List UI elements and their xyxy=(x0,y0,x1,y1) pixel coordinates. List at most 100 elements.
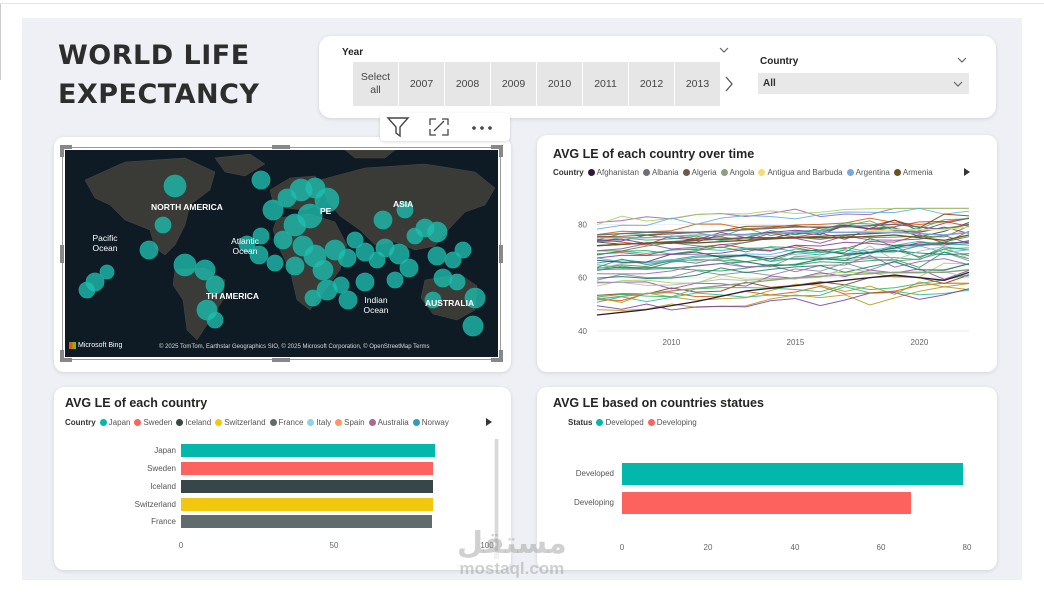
country-bubble[interactable] xyxy=(163,174,187,198)
scrollbar-thumb[interactable] xyxy=(495,439,498,551)
country-line[interactable] xyxy=(596,261,970,279)
legend-item[interactable]: Algeria xyxy=(682,168,717,177)
bar-switzerland[interactable] xyxy=(181,498,434,511)
country-line[interactable] xyxy=(596,254,970,275)
country-bubble[interactable] xyxy=(205,275,225,295)
country-bubble[interactable] xyxy=(238,235,256,253)
resize-handle[interactable] xyxy=(60,350,72,362)
country-line[interactable] xyxy=(596,286,970,303)
country-bubble[interactable] xyxy=(273,230,293,250)
series-line-armenia[interactable] xyxy=(596,234,970,247)
legend-item[interactable]: Sweden xyxy=(134,418,172,427)
country-line[interactable] xyxy=(596,207,970,230)
year-option-2011[interactable]: 2011 xyxy=(583,62,628,106)
country-line[interactable] xyxy=(596,286,970,311)
focus-mode-icon[interactable] xyxy=(428,117,450,137)
legend-item[interactable]: Armenia xyxy=(893,168,933,177)
bar-developed[interactable] xyxy=(622,463,963,485)
country-bubble[interactable] xyxy=(396,201,414,219)
country-bubble[interactable] xyxy=(249,245,269,265)
resize-handle[interactable] xyxy=(491,145,503,157)
country-line[interactable] xyxy=(596,288,970,311)
year-option-2013[interactable]: 2013 xyxy=(675,62,720,106)
country-dropdown[interactable]: All xyxy=(758,73,969,94)
bar-sweden[interactable] xyxy=(181,462,434,475)
country-bubble[interactable] xyxy=(262,199,284,221)
country-bubble[interactable] xyxy=(283,213,307,237)
resize-handle[interactable] xyxy=(60,145,72,157)
country-bubble[interactable] xyxy=(444,251,462,269)
resize-handle[interactable] xyxy=(272,358,290,362)
country-line[interactable] xyxy=(596,240,970,256)
legend-next-arrow-icon[interactable] xyxy=(485,417,493,427)
year-option-2008[interactable]: 2008 xyxy=(445,62,490,106)
year-option-2010[interactable]: 2010 xyxy=(537,62,582,106)
map-attribution[interactable]: © 2025 TomTom, Earthstar Geographics SIO… xyxy=(159,344,430,350)
country-bubble[interactable] xyxy=(337,248,357,268)
country-bubble[interactable] xyxy=(206,311,224,329)
country-bubble[interactable] xyxy=(426,221,448,243)
country-bubble[interactable] xyxy=(78,281,96,299)
country-bubble[interactable] xyxy=(338,290,358,310)
legend-item[interactable]: Iceland xyxy=(176,418,211,427)
resize-handle[interactable] xyxy=(60,245,64,263)
country-bubble[interactable] xyxy=(355,272,375,292)
legend-item[interactable]: Argentina xyxy=(846,168,890,177)
bar-japan[interactable] xyxy=(181,444,435,457)
legend-item[interactable]: Angola xyxy=(720,168,754,177)
scrollbar-track[interactable] xyxy=(494,439,499,559)
legend-next-arrow-icon[interactable] xyxy=(963,167,971,177)
line-chart-plot[interactable]: 80 60 40 2010 2015 2020 xyxy=(547,193,987,353)
legend-item[interactable]: Developed xyxy=(596,418,644,427)
year-option-2009[interactable]: 2009 xyxy=(491,62,536,106)
country-bubble[interactable] xyxy=(99,264,115,280)
year-scroll-right-icon[interactable] xyxy=(724,76,734,92)
country-bubble[interactable] xyxy=(346,231,364,249)
bar-iceland[interactable] xyxy=(181,480,434,493)
filter-icon[interactable] xyxy=(386,116,410,138)
country-bubble[interactable] xyxy=(266,254,284,272)
country-bubble[interactable] xyxy=(285,256,305,276)
country-line[interactable] xyxy=(596,213,970,238)
legend-item[interactable]: Japan xyxy=(99,418,130,427)
resize-handle[interactable] xyxy=(499,245,503,263)
series-line-albania[interactable] xyxy=(596,223,970,236)
legend-item[interactable]: Afghanistan xyxy=(587,168,639,177)
country-bubble[interactable] xyxy=(373,210,393,230)
year-option-2007[interactable]: 2007 xyxy=(399,62,444,106)
country-bubble[interactable] xyxy=(424,291,442,309)
legend-item[interactable]: Australia xyxy=(368,418,409,427)
resize-handle[interactable] xyxy=(272,145,290,149)
country-line[interactable] xyxy=(596,207,969,226)
country-line[interactable] xyxy=(596,262,970,287)
legend-item[interactable]: Italy xyxy=(307,418,331,427)
more-options-icon[interactable] xyxy=(471,125,495,131)
country-line[interactable] xyxy=(596,251,970,270)
country-bubble[interactable] xyxy=(406,227,424,245)
country-bubble[interactable] xyxy=(304,289,322,307)
country-bubble[interactable] xyxy=(332,276,350,294)
country-header-chevron-down-icon[interactable] xyxy=(957,56,967,64)
world-map[interactable]: NORTH AMERICA PE ASIA Pacific Ocean Atla… xyxy=(65,150,498,357)
country-bubble[interactable] xyxy=(314,187,340,213)
resize-handle[interactable] xyxy=(491,350,503,362)
country-line[interactable] xyxy=(596,236,970,256)
year-option-2012[interactable]: 2012 xyxy=(629,62,674,106)
country-bubble[interactable] xyxy=(252,227,270,245)
country-bubble[interactable] xyxy=(194,259,216,281)
legend-item[interactable]: France xyxy=(269,418,303,427)
country-bubble[interactable] xyxy=(154,216,172,234)
legend-item[interactable]: Developing xyxy=(647,418,697,427)
country-line[interactable] xyxy=(596,248,970,269)
year-slicer-chevron-down-icon[interactable] xyxy=(719,46,729,54)
bar-developing[interactable] xyxy=(622,492,911,514)
legend-item[interactable]: Switzerland xyxy=(215,418,266,427)
year-option-select-all[interactable]: Select all xyxy=(353,62,398,106)
country-bubble[interactable] xyxy=(464,287,486,309)
country-bubble[interactable] xyxy=(454,241,472,259)
legend-item[interactable]: Norway xyxy=(412,418,449,427)
country-bubble[interactable] xyxy=(139,240,159,260)
series-line-angola[interactable] xyxy=(596,269,970,300)
country-bubble[interactable] xyxy=(251,170,271,190)
country-line[interactable] xyxy=(596,242,970,268)
